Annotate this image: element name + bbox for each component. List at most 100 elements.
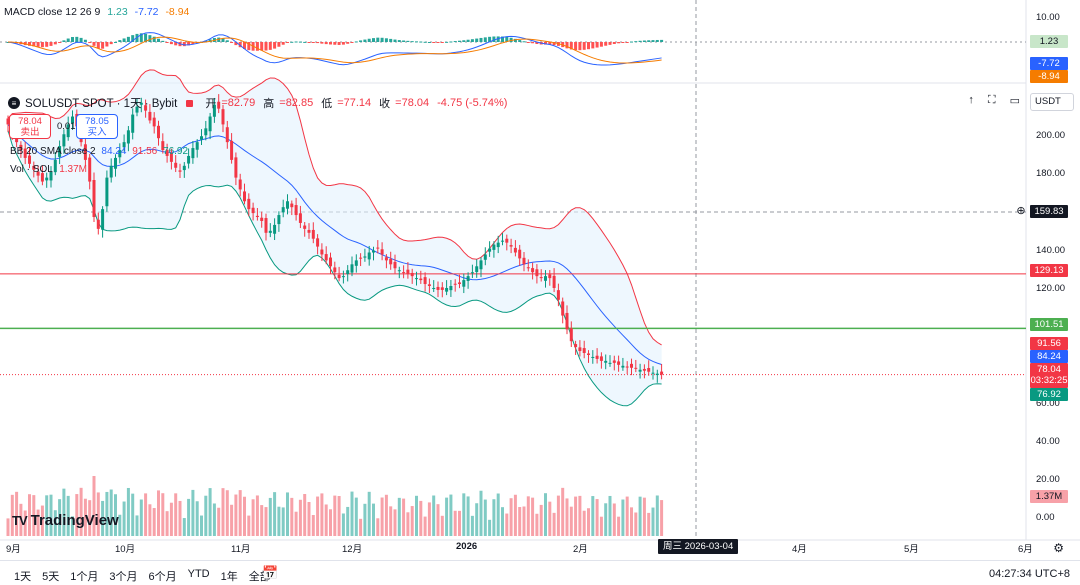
- macd-histogram-bar: [638, 40, 642, 42]
- settings-gear-icon[interactable]: ⚙: [1053, 541, 1064, 555]
- maximize-icon[interactable]: ▭: [1009, 95, 1020, 107]
- volume-bar: [118, 514, 122, 536]
- date-range-calendar-icon[interactable]: 📅: [262, 565, 279, 580]
- macd-histogram-bar: [587, 42, 590, 50]
- volume-bar: [329, 509, 332, 536]
- candle-body: [402, 272, 406, 274]
- candle-body: [316, 238, 320, 247]
- volume-bar: [432, 495, 436, 536]
- macd-line: [7, 32, 662, 66]
- add-alert-icon[interactable]: ⊕: [1016, 205, 1026, 217]
- volume-bar: [544, 493, 547, 536]
- buy-button[interactable]: 78.05 买入: [76, 114, 118, 139]
- candle-body: [380, 249, 384, 255]
- candle-body: [294, 205, 298, 216]
- volume-bar: [612, 503, 616, 536]
- candle-body: [169, 153, 173, 162]
- macd-histogram-bar: [384, 38, 388, 42]
- volume-bar: [204, 495, 208, 536]
- volume-bar: [638, 496, 642, 536]
- macd-histogram-bar: [333, 42, 337, 45]
- clock-timezone[interactable]: 04:27:34 UTC+8: [988, 568, 1070, 580]
- volume-bar: [66, 495, 70, 536]
- macd-histogram-bar: [28, 42, 31, 46]
- candle-body: [651, 372, 655, 374]
- candle-body: [109, 165, 113, 178]
- brand-name: TradingView: [30, 512, 119, 529]
- fullscreen-icon[interactable]: ⛶: [987, 94, 996, 106]
- time-axis[interactable]: 9月 10月 11月 12月 2026 2月 4月 5月 6月: [0, 541, 1080, 555]
- volume-bar: [651, 507, 655, 536]
- macd-histogram-bar: [238, 42, 242, 48]
- range-3m-button[interactable]: 3个月: [109, 571, 138, 583]
- macd-histogram-bar: [432, 42, 436, 43]
- volume-bar: [630, 507, 633, 536]
- volume-bar: [552, 512, 556, 536]
- macd-histogram-bar: [122, 38, 126, 42]
- macd-histogram-bar: [458, 40, 461, 42]
- bb-lower-value: 76.92: [163, 146, 189, 157]
- macd-histogram-bar: [531, 42, 535, 44]
- macd-signal-value: -8.94: [165, 6, 190, 18]
- volume-bar: [212, 503, 216, 536]
- candle-body: [647, 368, 651, 372]
- macd-histogram-bar: [303, 41, 307, 43]
- sell-button[interactable]: 78.04 卖出: [9, 114, 51, 139]
- volume-bar: [135, 515, 139, 536]
- volume-bar: [53, 510, 57, 536]
- volume-bar: [281, 507, 285, 536]
- candle-body: [212, 104, 216, 117]
- currency-select[interactable]: USDT: [1030, 93, 1074, 111]
- arrow-up-icon[interactable]: ↑: [968, 94, 974, 106]
- range-all-button[interactable]: 全部: [248, 571, 271, 583]
- volume-legend[interactable]: Vol · SOL 1.37M: [10, 164, 87, 175]
- time-axis-label: 6月: [1018, 544, 1033, 555]
- range-6m-button[interactable]: 6个月: [148, 571, 177, 583]
- range-1m-button[interactable]: 1个月: [70, 571, 99, 583]
- macd-histogram-bar: [191, 42, 195, 45]
- crosshair-price-tag: 159.83: [1030, 205, 1068, 218]
- range-1d-button[interactable]: 1天: [14, 571, 32, 583]
- range-1y-button[interactable]: 1年: [220, 571, 238, 583]
- macd-histogram-bar: [642, 40, 646, 42]
- chart-tools: ↑ ⛶ ▭: [968, 94, 1020, 107]
- range-5d-button[interactable]: 5天: [42, 571, 60, 583]
- candle-body: [604, 360, 608, 363]
- macd-histogram-bar: [290, 41, 294, 43]
- volume-bar: [311, 515, 315, 536]
- symbol-title[interactable]: SOLUSDT SPOT · 1天 · Bybit: [25, 98, 178, 110]
- candle-body: [354, 260, 358, 266]
- volume-bar: [402, 498, 406, 536]
- volume-bar: [234, 494, 238, 536]
- bb-legend[interactable]: BB 20 SMA close 2 84.24 91.56 76.92: [10, 146, 188, 157]
- macd-histogram-bar: [505, 36, 509, 42]
- price-chart[interactable]: [0, 0, 1080, 560]
- candle-body: [247, 198, 251, 210]
- volume-bar: [617, 516, 621, 536]
- macd-histogram-bar: [118, 40, 122, 42]
- candle-body: [234, 157, 238, 178]
- macd-histogram-bar: [608, 42, 612, 45]
- range-ytd-button[interactable]: YTD: [187, 568, 210, 580]
- candle-body: [544, 276, 547, 281]
- volume-bar: [445, 497, 449, 536]
- candle-body: [204, 128, 208, 136]
- macd-legend-name: MACD close 12 26 9: [4, 6, 101, 18]
- volume-bar: [436, 504, 440, 536]
- macd-histogram-bar: [243, 42, 246, 49]
- volume-bar: [58, 499, 62, 536]
- time-axis-label: 5月: [904, 544, 919, 555]
- volume-bar: [161, 493, 165, 536]
- volume-bar: [599, 516, 603, 536]
- candle-body: [122, 142, 126, 148]
- volume-bar: [225, 490, 229, 536]
- volume-legend-value: 1.37M: [59, 164, 88, 175]
- candle-body: [419, 278, 423, 281]
- volume-bar: [109, 489, 113, 536]
- candle-body: [58, 146, 62, 157]
- macd-histogram-bar: [264, 42, 268, 51]
- macd-histogram-bar: [625, 42, 629, 43]
- macd-histogram-bar: [526, 42, 530, 43]
- volume-bar: [341, 513, 345, 536]
- macd-histogram-bar: [62, 40, 66, 42]
